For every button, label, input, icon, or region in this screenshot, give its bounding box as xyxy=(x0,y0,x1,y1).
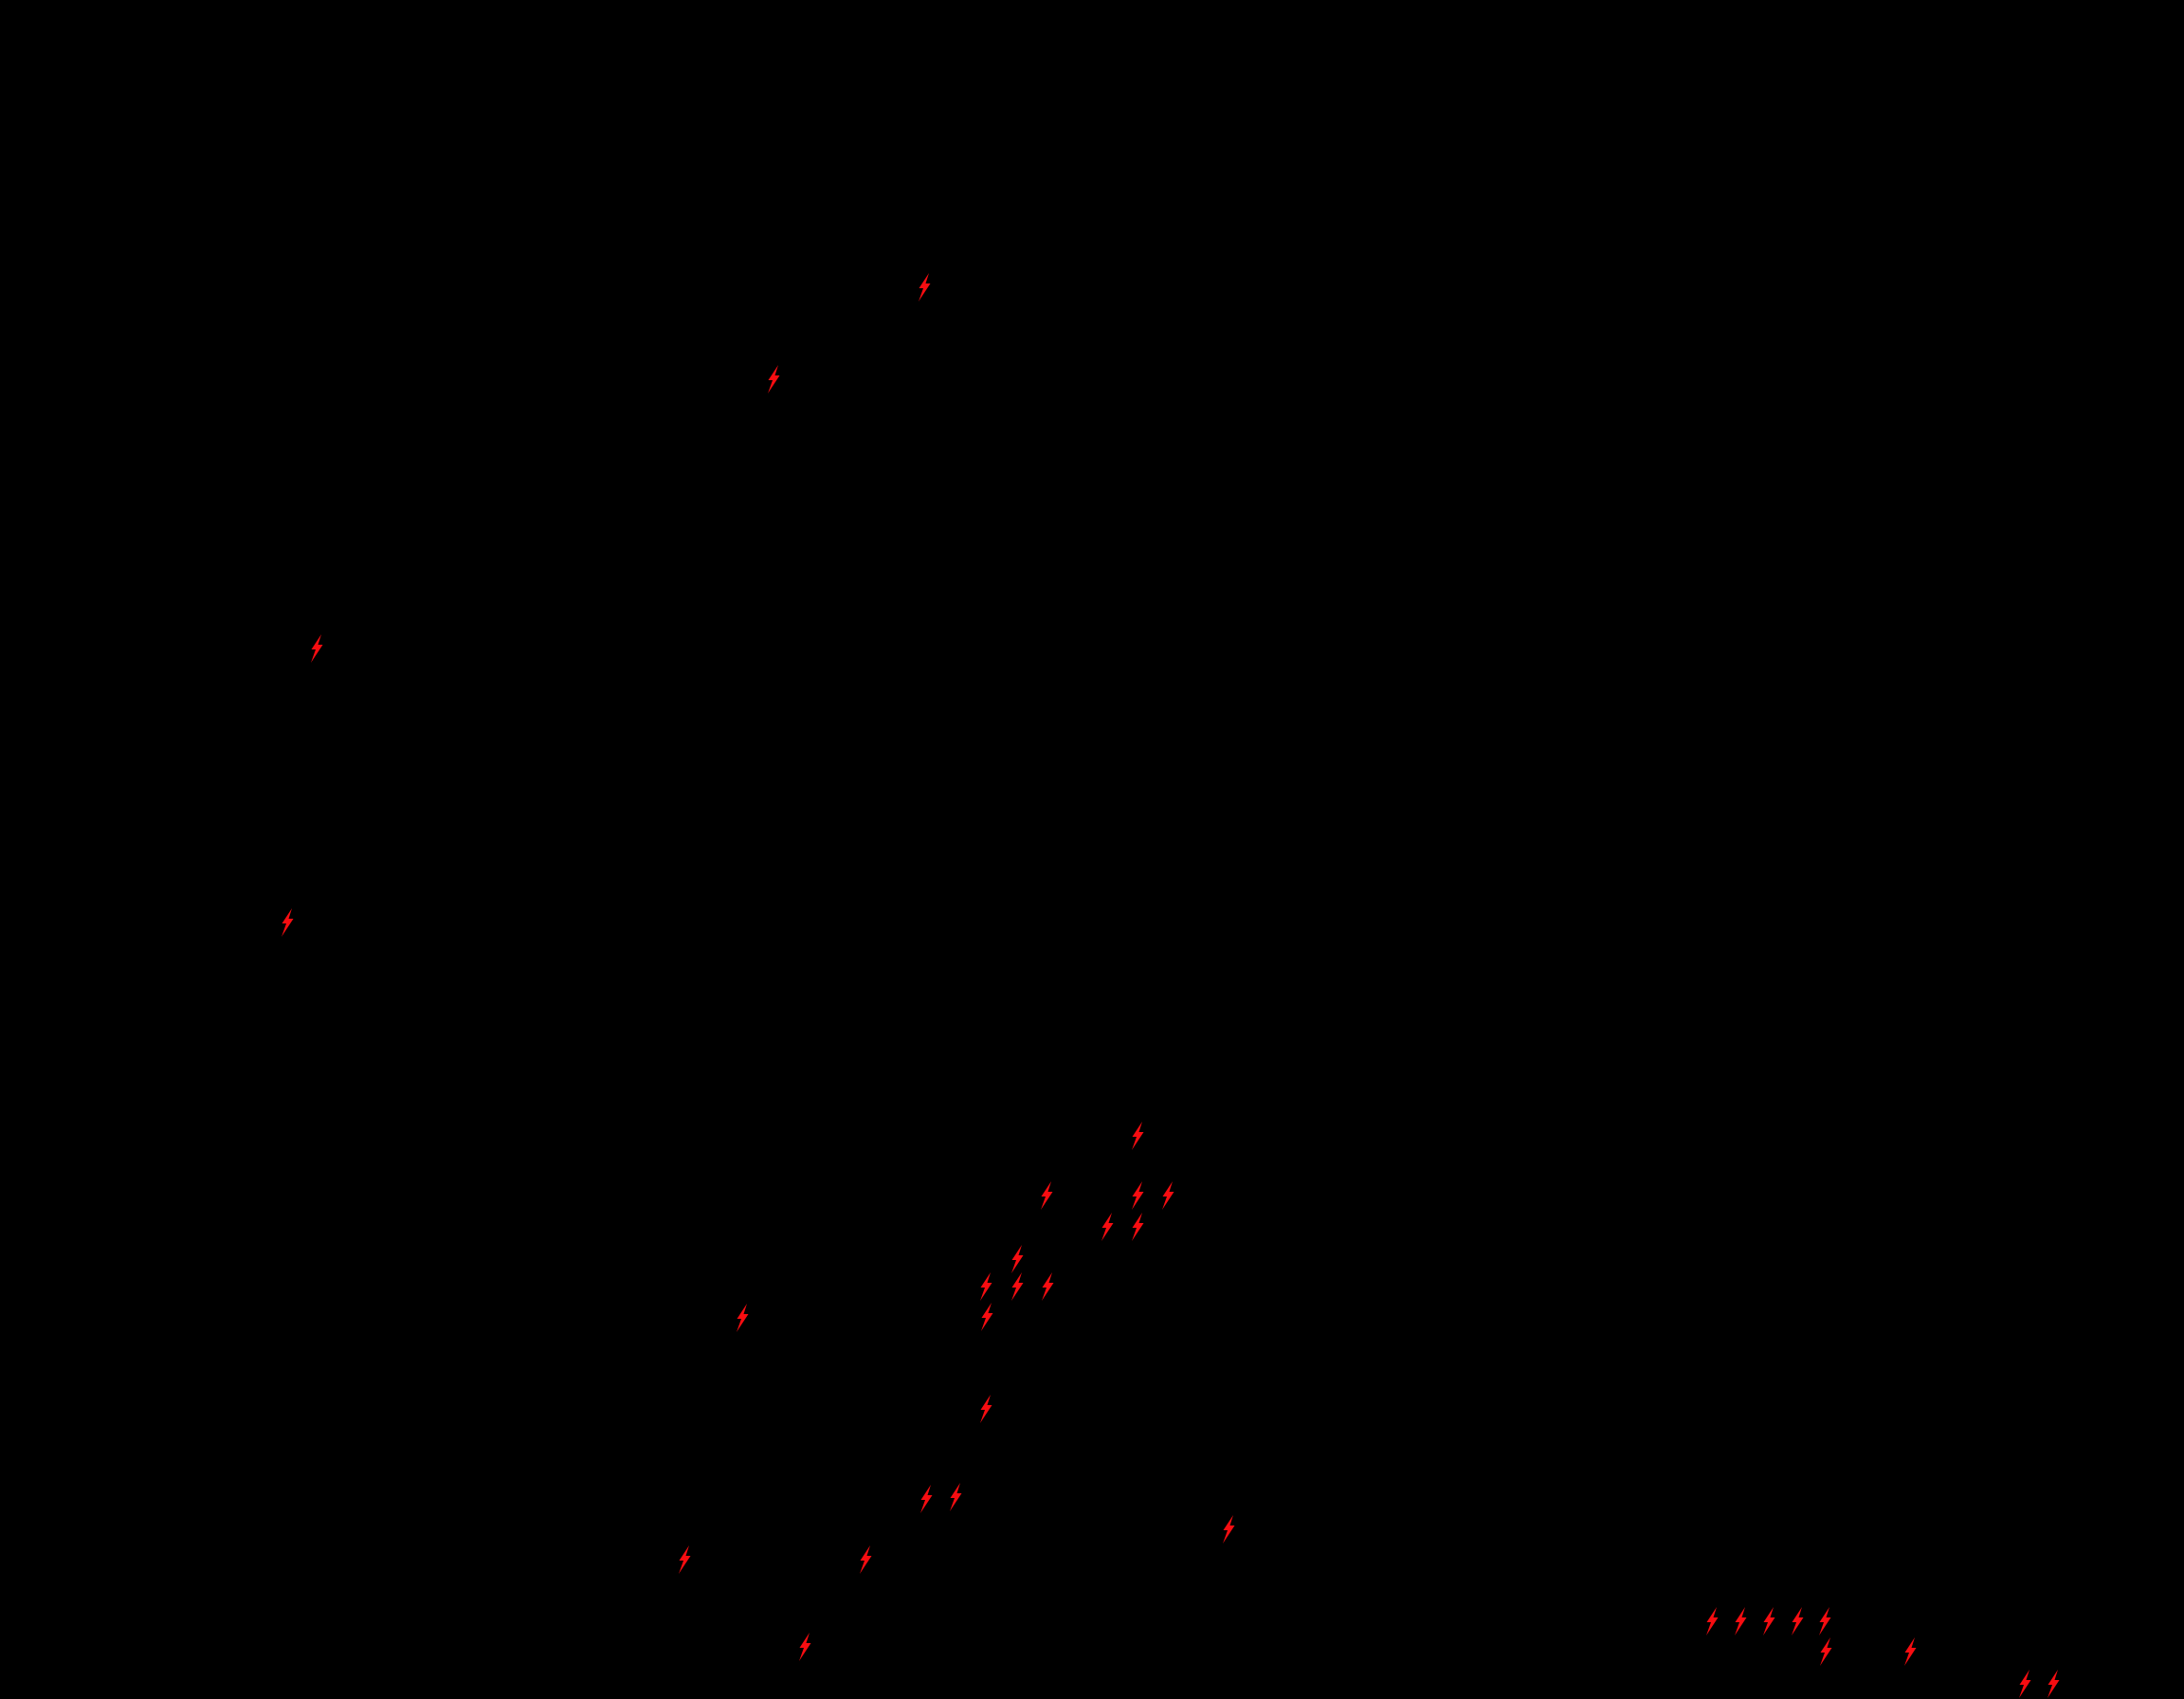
lightning-strike-marker[interactable] xyxy=(1789,1607,1806,1635)
lightning-strike-marker[interactable] xyxy=(734,1304,751,1332)
lightning-strike-marker[interactable] xyxy=(857,1545,874,1574)
lightning-strike-marker[interactable] xyxy=(1902,1637,1919,1666)
lightning-bolt-icon xyxy=(919,273,931,301)
lightning-bolt-icon xyxy=(1132,1181,1144,1210)
lightning-bolt-icon xyxy=(1820,1637,1832,1666)
lightning-strike-marker[interactable] xyxy=(796,1633,813,1661)
lightning-bolt-icon xyxy=(860,1545,872,1574)
lightning-bolt-icon xyxy=(950,1483,962,1511)
lightning-bolt-icon xyxy=(920,1485,933,1513)
lightning-strike-marker[interactable] xyxy=(1129,1122,1146,1150)
lightning-bolt-icon xyxy=(1223,1515,1235,1544)
lightning-bolt-icon xyxy=(1042,1272,1054,1301)
lightning-strike-marker[interactable] xyxy=(308,634,325,663)
lightning-strike-marker[interactable] xyxy=(1099,1213,1116,1241)
lightning-bolt-icon xyxy=(1101,1213,1114,1241)
lightning-bolt-icon xyxy=(1162,1181,1174,1210)
lightning-bolt-icon xyxy=(1132,1213,1144,1241)
lightning-bolt-icon xyxy=(980,1272,992,1301)
lightning-bolt-icon xyxy=(1132,1122,1144,1150)
lightning-strike-marker[interactable] xyxy=(1703,1607,1720,1635)
lightning-strike-marker[interactable] xyxy=(676,1545,693,1574)
lightning-strike-marker[interactable] xyxy=(947,1483,964,1511)
lightning-strike-marker[interactable] xyxy=(1039,1272,1056,1301)
lightning-strike-marker[interactable] xyxy=(1129,1181,1146,1210)
lightning-bolt-icon xyxy=(768,365,780,393)
lightning-bolt-icon xyxy=(679,1545,691,1574)
lightning-bolt-icon xyxy=(1041,1181,1053,1210)
lightning-strike-marker[interactable] xyxy=(1009,1245,1026,1273)
lightning-strike-marker[interactable] xyxy=(1817,1637,1834,1666)
lightning-bolt-icon xyxy=(1735,1607,1747,1635)
lightning-bolt-icon xyxy=(737,1304,749,1332)
lightning-bolt-icon xyxy=(311,634,323,663)
lightning-strike-marker[interactable] xyxy=(1009,1272,1026,1301)
lightning-strike-marker[interactable] xyxy=(977,1395,994,1423)
lightning-bolt-icon xyxy=(981,1303,993,1331)
lightning-bolt-icon xyxy=(1819,1607,1831,1635)
lightning-strike-marker[interactable] xyxy=(1159,1181,1176,1210)
lightning-bolt-icon xyxy=(1706,1607,1719,1635)
lightning-strike-marker[interactable] xyxy=(2016,1670,2033,1698)
lightning-strike-marker[interactable] xyxy=(1816,1607,1833,1635)
lightning-bolt-icon xyxy=(282,908,294,937)
lightning-strike-marker[interactable] xyxy=(977,1272,994,1301)
lightning-bolt-icon xyxy=(2048,1670,2060,1698)
lightning-bolt-icon xyxy=(799,1633,811,1661)
lightning-bolt-icon xyxy=(1011,1245,1024,1273)
lightning-strike-marker[interactable] xyxy=(918,1485,935,1513)
lightning-strike-marker[interactable] xyxy=(1760,1607,1777,1635)
lightning-strike-marker[interactable] xyxy=(1732,1607,1749,1635)
lightning-strike-marker[interactable] xyxy=(765,365,782,393)
lightning-strike-marker[interactable] xyxy=(978,1303,995,1331)
lightning-strike-marker[interactable] xyxy=(1220,1515,1237,1544)
lightning-strike-marker[interactable] xyxy=(279,908,296,937)
lightning-bolt-icon xyxy=(980,1395,992,1423)
lightning-strike-marker[interactable] xyxy=(2045,1670,2062,1698)
lightning-bolt-icon xyxy=(2019,1670,2031,1698)
lightning-bolt-icon xyxy=(1011,1272,1024,1301)
lightning-strike-marker[interactable] xyxy=(916,273,933,301)
lightning-bolt-icon xyxy=(1792,1607,1804,1635)
lightning-strike-marker[interactable] xyxy=(1129,1213,1146,1241)
lightning-bolt-icon xyxy=(1763,1607,1775,1635)
lightning-bolt-icon xyxy=(1904,1637,1917,1666)
lightning-strike-marker[interactable] xyxy=(1038,1181,1055,1210)
